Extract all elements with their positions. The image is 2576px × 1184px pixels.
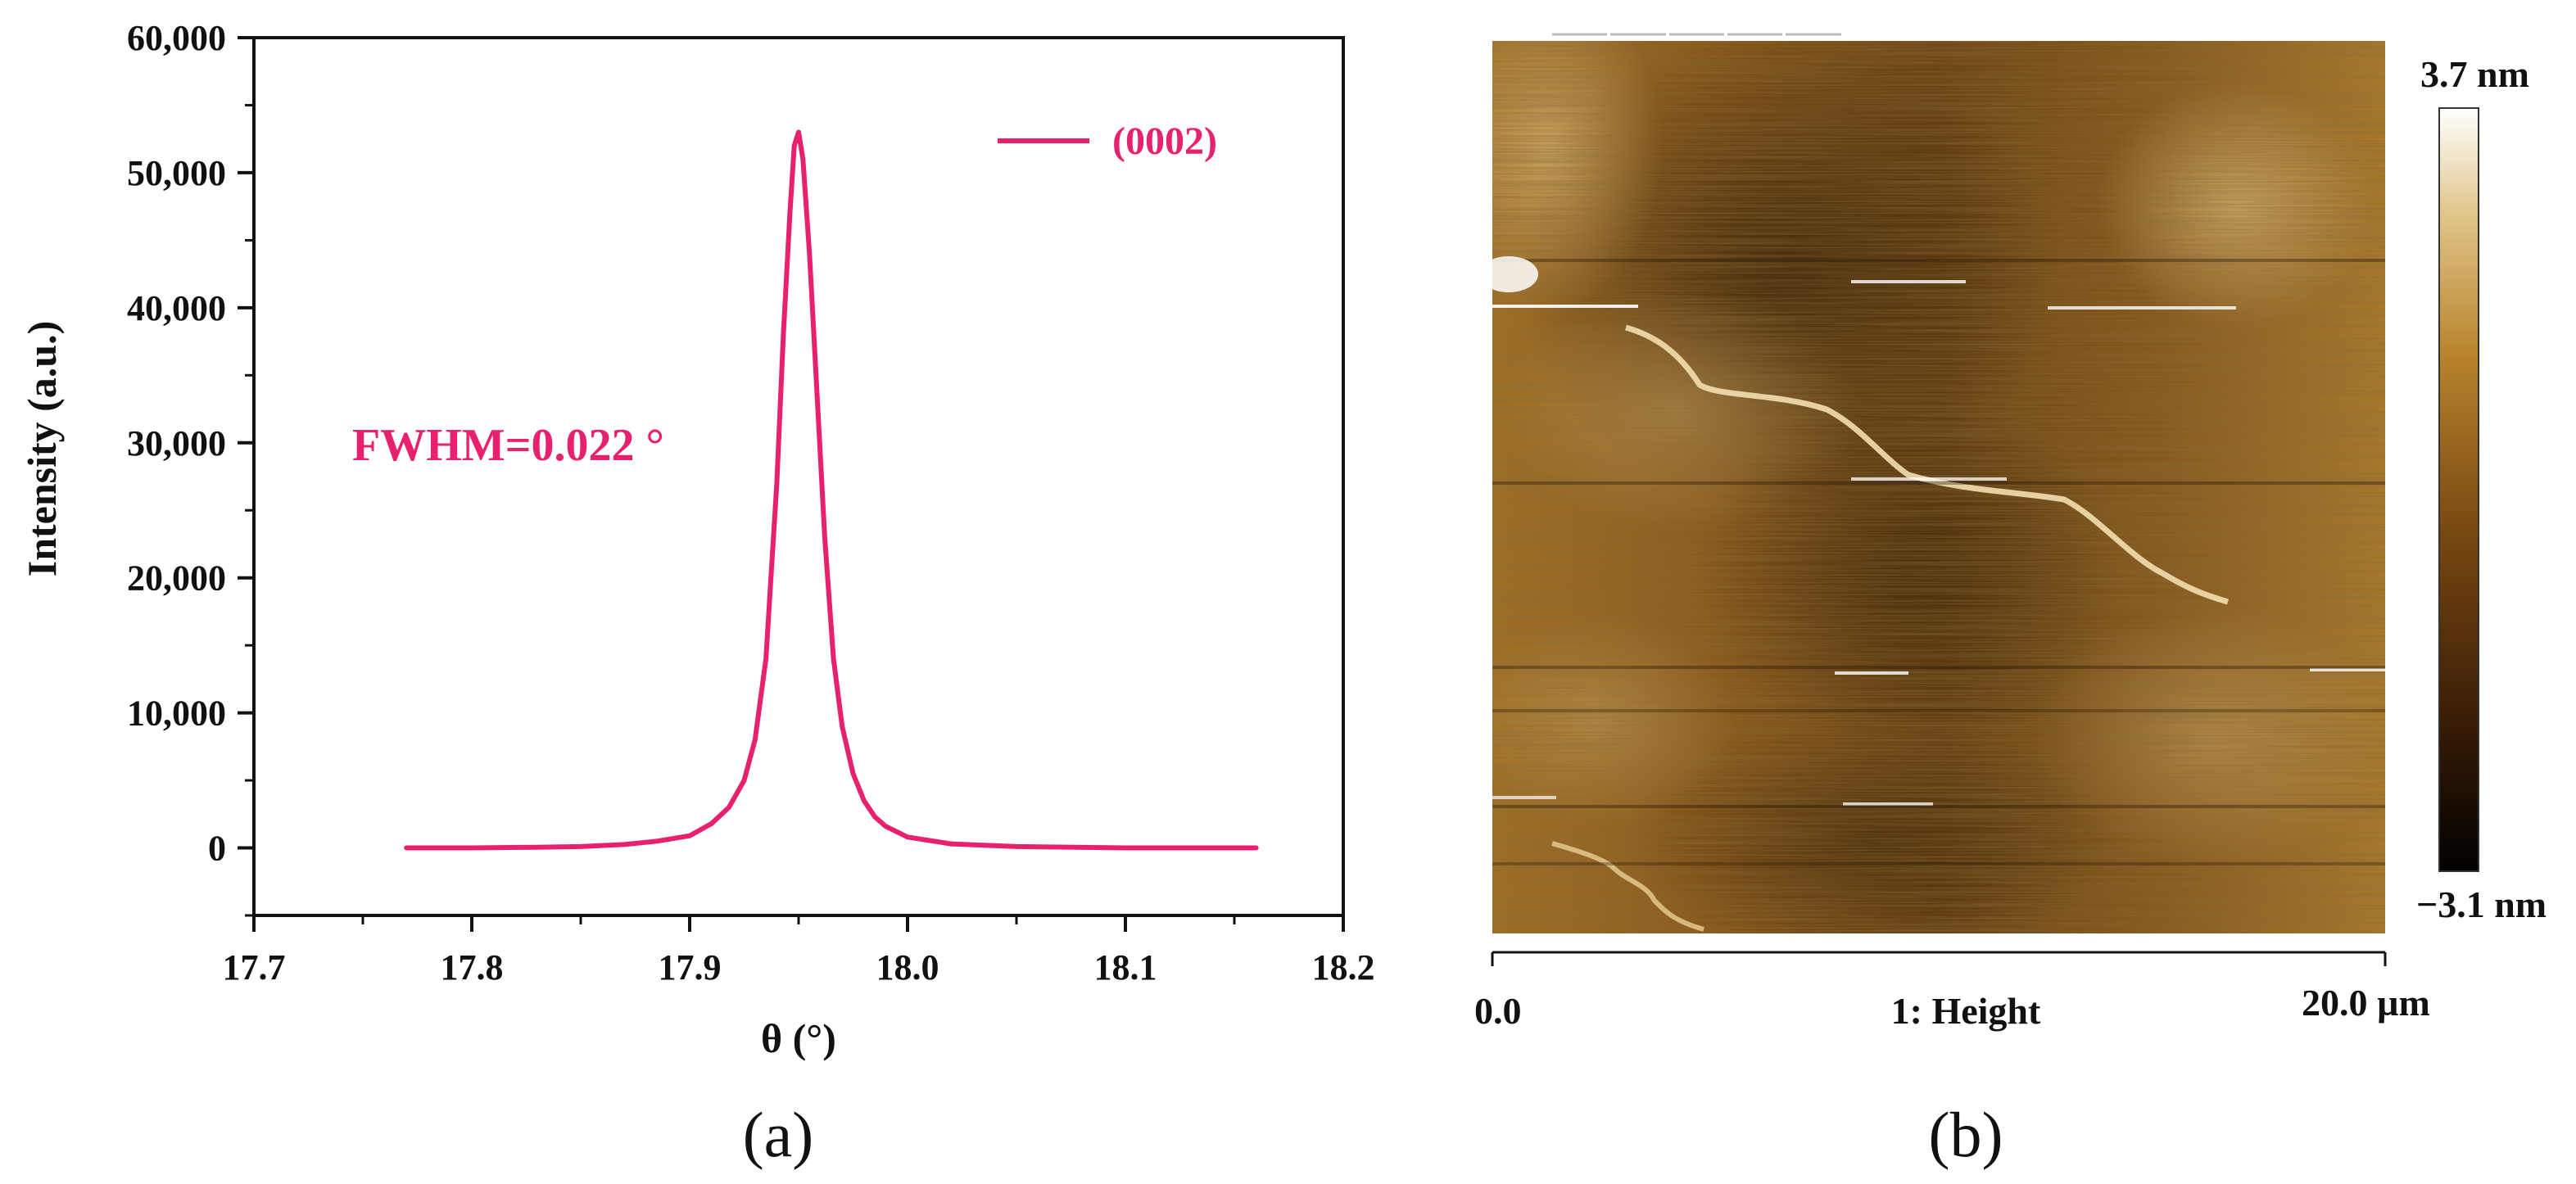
legend-label: (0002): [1112, 120, 1217, 163]
y-tick-label: 20,000: [127, 558, 226, 599]
afm-height-image-panel: 0.0 1: Height 20.0 µm 3.7 nm −3.1 nm (b): [1474, 33, 2547, 1170]
x-tick-label: 18.1: [1094, 947, 1157, 987]
x-axis-ticks: 17.7 17.8 17.9 18.0 18.1 18.2: [223, 915, 1375, 987]
x-tick-label: 17.7: [223, 947, 286, 987]
y-axis-ticks: 0 10,000 20,000 30,000 40,000 50,000 60,000: [127, 18, 254, 917]
x-tick-label: 17.8: [441, 947, 504, 987]
legend: (0002): [998, 120, 1217, 163]
y-tick-label: 0: [208, 829, 226, 869]
colorbar-max-label: 3.7 nm: [2420, 53, 2529, 95]
y-tick-label: 10,000: [127, 694, 226, 734]
colorbar: [2438, 107, 2479, 872]
y-tick-label: 50,000: [127, 153, 226, 193]
plot-frame: [252, 36, 1345, 917]
y-tick-label: 30,000: [127, 423, 226, 463]
colorbar-min-label: −3.1 nm: [2416, 883, 2547, 925]
panel-label-a: (a): [743, 1099, 814, 1170]
series-line-0002: [404, 129, 1259, 851]
xrd-chart: 17.7 17.8 17.9 18.0 18.1 18.2 0 10,000 20,000 30…: [19, 18, 1375, 1170]
afm-scale-start: 0.0: [1474, 990, 1522, 1032]
x-tick-label: 18.0: [876, 947, 939, 987]
x-axis-title: θ (°): [761, 1015, 836, 1061]
afm-scale-axis: [1491, 951, 2387, 966]
afm-scale-end: 20.0 µm: [2302, 982, 2430, 1024]
y-axis-title: Intensity (a.u.): [19, 321, 65, 577]
afm-channel-label: 1: Height: [1891, 990, 2041, 1032]
y-tick-label: 60,000: [127, 18, 226, 58]
fwhm-annotation: FWHM=0.022 °: [352, 420, 664, 471]
afm-height-image: [1492, 41, 2385, 933]
x-tick-label: 17.9: [659, 947, 722, 987]
y-tick-label: 40,000: [127, 288, 226, 328]
x-tick-label: 18.2: [1312, 947, 1375, 987]
panel-label-b: (b): [1929, 1099, 2003, 1170]
